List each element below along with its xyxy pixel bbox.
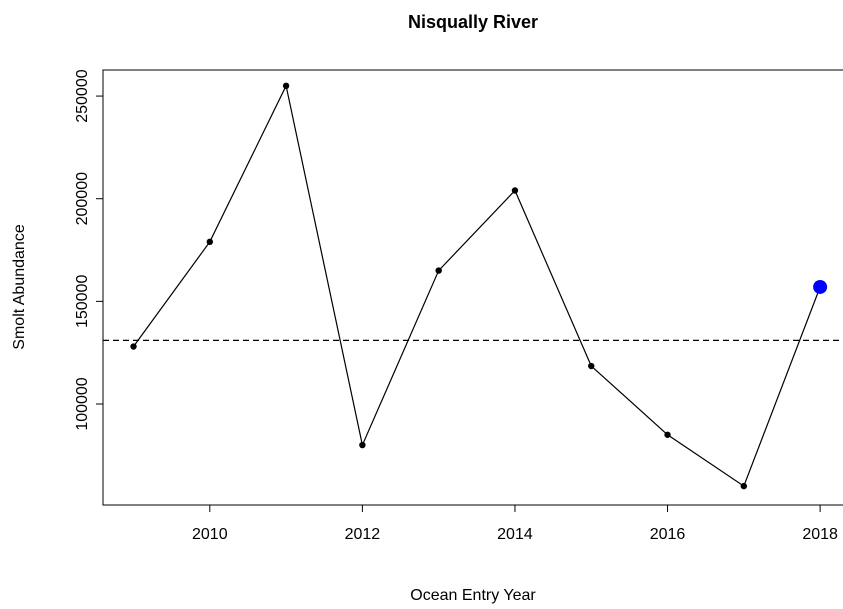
- chart-title: Nisqually River: [408, 12, 538, 32]
- x-axis-label: Ocean Entry Year: [410, 587, 536, 604]
- plot-frame: [102, 69, 843, 506]
- data-point: [813, 279, 828, 294]
- x-tick-label: 2016: [650, 526, 686, 543]
- data-point: [740, 482, 748, 490]
- data-point: [130, 343, 137, 350]
- x-tick-label: 2018: [802, 526, 838, 543]
- y-axis-label: Smolt Abundance: [11, 224, 28, 350]
- x-tick-label: 2014: [497, 526, 533, 543]
- data-point: [282, 82, 290, 90]
- x-tick-label: 2010: [192, 526, 228, 543]
- data-point: [435, 267, 442, 274]
- y-tick-label: 150000: [74, 275, 91, 328]
- data-point: [206, 238, 214, 246]
- data-point: [511, 187, 519, 194]
- y-tick-label: 100000: [74, 377, 91, 430]
- data-point: [588, 362, 595, 370]
- y-tick-label: 250000: [74, 69, 91, 122]
- y-tick-label: 200000: [74, 172, 91, 225]
- data-point: [664, 431, 671, 438]
- data-point: [359, 441, 366, 449]
- x-tick-label: 2012: [345, 526, 381, 543]
- data-line: [133, 83, 821, 488]
